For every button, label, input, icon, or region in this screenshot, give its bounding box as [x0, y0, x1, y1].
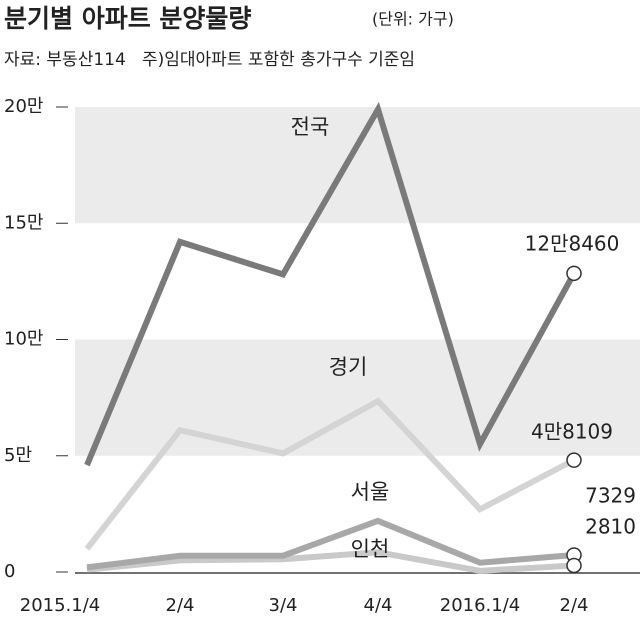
y-tick-label: 10만 [4, 329, 43, 350]
series-name: 인천 [351, 537, 390, 561]
series-line [84, 397, 576, 551]
y-tick-label: 0 [4, 561, 15, 582]
end-marker [566, 452, 582, 468]
y-tick-label: 20만 [4, 96, 43, 117]
end-marker [566, 265, 582, 282]
series-name: 전국 [291, 115, 330, 139]
x-tick-label: 4/4 [364, 595, 393, 616]
series-line [86, 549, 575, 574]
series-name: 경기 [329, 355, 368, 379]
value-label: 2810 [585, 515, 636, 539]
chart-title: 분기별 아파트 분양물량 [4, 4, 251, 33]
value-label: 4만8109 [531, 420, 613, 444]
x-tick-label: 2015.1/4 [20, 595, 101, 616]
end-marker [566, 557, 582, 574]
series-line [86, 517, 575, 571]
x-tick-label: 3/4 [269, 595, 298, 616]
grid-band [75, 107, 640, 224]
grid-band [75, 339, 640, 456]
subtitle: 자료: 부동산114 주)임대아파트 포함한 총가구수 기준임 [4, 50, 415, 70]
x-tick-label: 2016.1/4 [440, 595, 521, 616]
y-tick-label: 15만 [4, 212, 43, 233]
value-label: 12만8460 [525, 232, 620, 256]
value-label: 7329 [585, 484, 636, 508]
series-name: 서울 [351, 480, 390, 504]
x-tick-label: 2/4 [560, 595, 589, 616]
series-line [84, 101, 577, 467]
unit-label: (단위: 가구) [372, 10, 454, 29]
y-tick-label: 5만 [4, 445, 32, 466]
x-tick-label: 2/4 [166, 595, 195, 616]
